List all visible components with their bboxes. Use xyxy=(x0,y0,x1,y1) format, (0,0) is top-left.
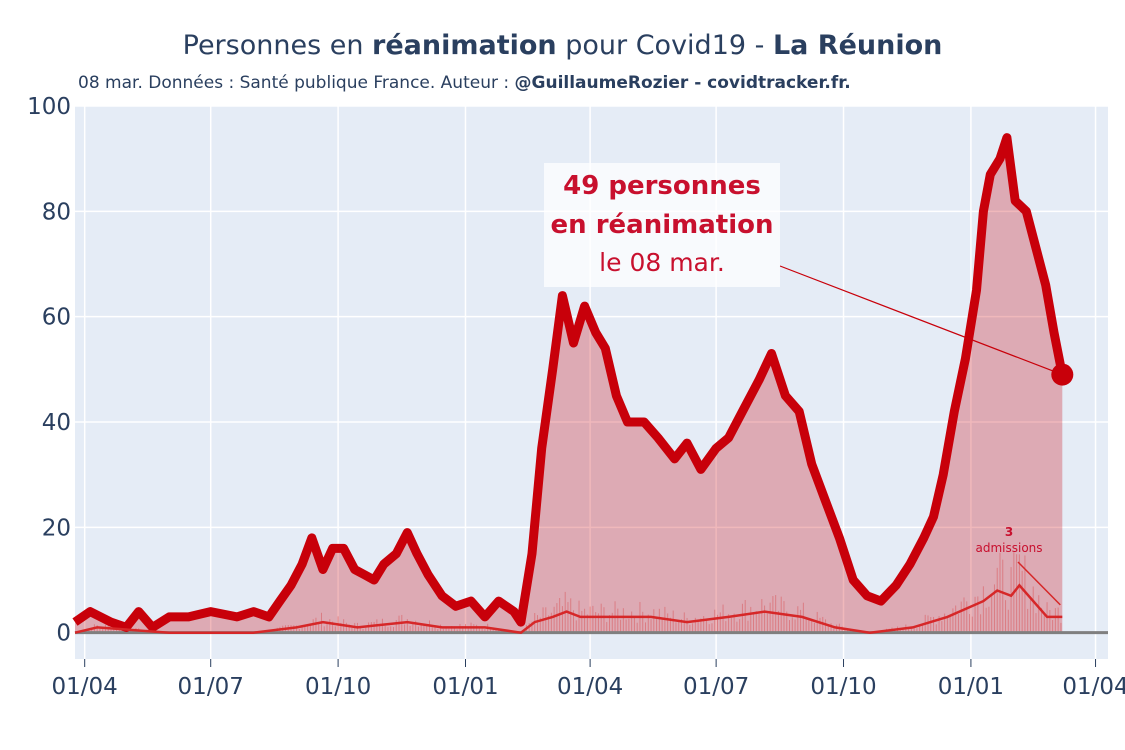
x-tick-label: 01/10 xyxy=(810,674,876,700)
x-tick-label: 01/01 xyxy=(432,674,498,700)
admissions-annotation: 3 admissions xyxy=(962,524,1056,556)
title-bold-reanimation: réanimation xyxy=(372,30,557,61)
last-value-callout: 49 personnes en réanimation le 08 mar. xyxy=(544,163,780,287)
callout-label: en réanimation xyxy=(550,210,774,240)
callout-date: le 08 mar. xyxy=(599,248,725,277)
chart-title: Personnes en réanimation pour Covid19 - … xyxy=(0,30,1125,61)
y-tick-label: 20 xyxy=(42,515,71,541)
admissions-label: admissions xyxy=(975,541,1043,555)
admissions-value: 3 xyxy=(1004,525,1014,539)
title-middle: pour Covid19 - xyxy=(556,30,773,61)
subtitle-author: @GuillaumeRozier - covidtracker.fr. xyxy=(514,73,851,93)
admissions-arrow xyxy=(1017,561,1061,606)
x-tick-label: 01/10 xyxy=(305,674,371,700)
y-tick-label: 60 xyxy=(42,305,71,331)
callout-arrow xyxy=(779,265,1063,376)
x-tick-label: 01/04 xyxy=(1062,674,1125,700)
x-tick-label: 01/04 xyxy=(52,674,118,700)
subtitle-source: 08 mar. Données : Santé publique France.… xyxy=(78,73,515,93)
title-prefix: Personnes en xyxy=(182,30,373,61)
x-tick-label: 01/07 xyxy=(683,674,749,700)
y-axis-ticks: 0 20 40 60 80 100 xyxy=(27,94,71,647)
y-tick-label: 40 xyxy=(42,410,71,436)
x-tick-label: 01/04 xyxy=(557,674,623,700)
callout-count: 49 personnes xyxy=(563,171,761,201)
last-value-marker xyxy=(1051,363,1074,386)
x-tick-label: 01/01 xyxy=(938,674,1004,700)
y-tick-label: 80 xyxy=(42,199,71,225)
y-tick-label: 0 xyxy=(56,621,71,647)
x-tick-label: 01/07 xyxy=(178,674,244,700)
y-tick-label: 100 xyxy=(27,94,71,120)
chart-subtitle: 08 mar. Données : Santé publique France.… xyxy=(78,73,851,93)
admissions-line xyxy=(74,583,1063,635)
reanimation-area xyxy=(75,137,1063,633)
x-axis-ticks: 01/04 01/07 01/10 01/01 01/04 01/07 01/10 01/01… xyxy=(52,659,1125,700)
title-bold-region: La Réunion xyxy=(772,30,943,61)
reanimation-line xyxy=(72,133,1067,632)
